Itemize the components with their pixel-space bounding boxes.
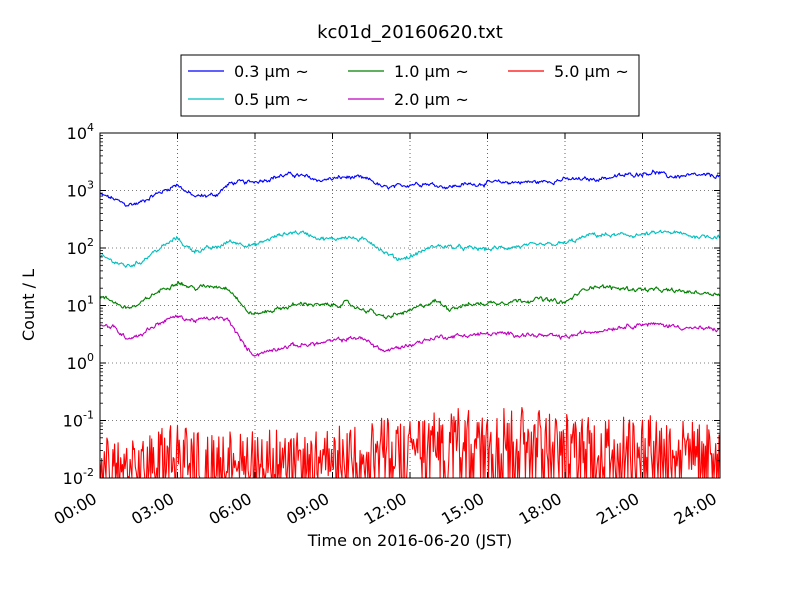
y-tick-exponent: -1 [83,409,94,422]
y-tick-label: 100 [67,351,94,373]
series-line-2-0um [99,314,721,357]
legend-label-5-0um: 5.0 μm ~ [554,62,629,81]
y-tick-base: 10 [67,124,87,143]
x-tick-label: 00:00 [51,489,100,529]
legend-box [180,54,640,117]
y-tick-base: 10 [63,469,83,488]
x-tick-label: 15:00 [438,489,487,529]
y-axis-label: Count / L [19,269,38,341]
y-tick-label: 10-1 [63,409,94,431]
y-tick-exponent: 2 [87,236,94,249]
x-tick-label: 03:00 [128,489,177,529]
grid-lines [100,133,720,478]
series-line-0-5um [99,229,721,268]
y-tick-label: 10-2 [63,466,94,488]
y-tick-base: 10 [67,182,87,201]
legend-label-2-0um: 2.0 μm ~ [394,90,469,109]
y-tick-exponent: -2 [83,466,94,479]
y-tick-base: 10 [67,239,87,258]
y-tick-exponent: 3 [87,179,94,192]
legend-label-0-3um: 0.3 μm ~ [234,62,309,81]
axis-ticks [99,132,721,479]
y-tick-base: 10 [67,297,87,316]
y-tick-exponent: 4 [87,121,94,134]
y-tick-label: 102 [67,236,94,258]
x-axis-label: Time on 2016-06-20 (JST) [307,531,512,550]
x-tick-label: 21:00 [593,489,642,529]
legend-entries: 0.3 μm ~ 0.5 μm ~ 1.0 μm ~ 2.0 μm ~ 5.0 μm ~ [188,62,629,109]
y-tick-exponent: 0 [87,351,94,364]
y-tick-base: 10 [67,354,87,373]
x-tick-label: 12:00 [361,489,410,529]
legend: 0.3 μm ~ 0.5 μm ~ 1.0 μm ~ 2.0 μm ~ 5.0 μm ~ [180,54,640,117]
y-tick-label: 104 [67,121,94,143]
x-tick-label: 24:00 [671,489,720,529]
legend-label-1-0um: 1.0 μm ~ [394,62,469,81]
series-line-0-3um [99,169,721,207]
legend-label-0-5um: 0.5 μm ~ [234,90,309,109]
x-tick-label: 06:00 [206,489,255,529]
x-tick-label: 09:00 [283,489,332,529]
y-tick-label: 101 [67,294,94,316]
y-tick-exponent: 1 [87,294,94,307]
chart-title: kc01d_20160620.txt [317,22,503,43]
series-line-1-0um [99,281,721,320]
y-tick-base: 10 [63,412,83,431]
x-tick-label: 18:00 [516,489,565,529]
x-tick-labels: 00:00 03:00 06:00 09:00 12:00 15:00 18:00 21:00… [51,489,720,529]
y-tick-label: 103 [67,179,94,201]
